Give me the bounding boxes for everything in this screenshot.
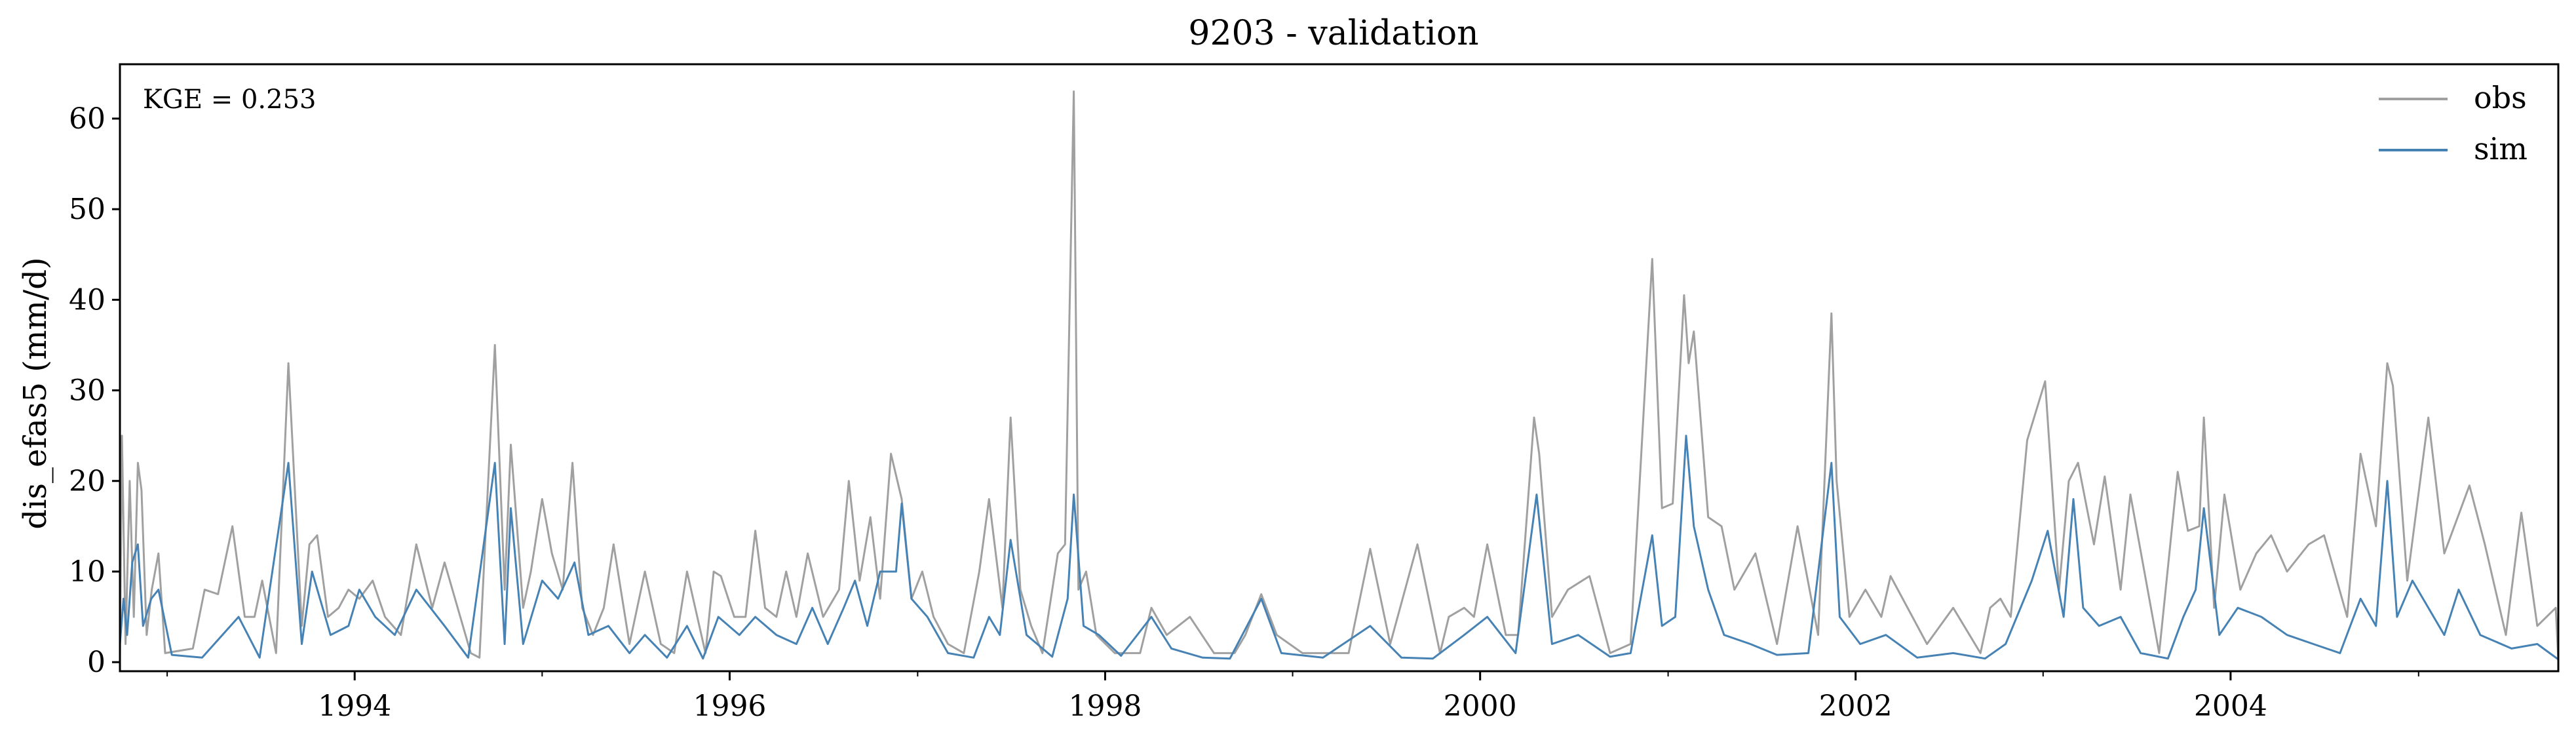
y-tick-label: 0 xyxy=(87,646,106,679)
x-tick-label: 1994 xyxy=(318,690,391,723)
legend-label-sim: sim xyxy=(2474,131,2528,166)
x-tick-label: 1998 xyxy=(1068,690,1142,723)
chart-title: 9203 - validation xyxy=(1188,14,1478,53)
x-tick-label: 2004 xyxy=(2194,690,2267,723)
y-tick-label: 20 xyxy=(69,465,106,498)
plot-frame xyxy=(119,63,2560,673)
kge-annotation: KGE = 0.253 xyxy=(143,85,317,115)
y-tick-label: 40 xyxy=(69,283,106,317)
y-tick-label: 30 xyxy=(69,374,106,408)
x-tick-label: 2000 xyxy=(1444,690,1517,723)
series-line-sim xyxy=(119,435,2559,661)
y-tick-label: 60 xyxy=(69,102,106,136)
legend-label-obs: obs xyxy=(2474,80,2527,115)
y-tick-label: 10 xyxy=(69,555,106,589)
x-axis: 1994 1996 1998 2000 2002 2004 xyxy=(166,671,2419,723)
series-layer xyxy=(119,90,2560,661)
x-tick-label: 2002 xyxy=(1819,690,1893,723)
legend: obs sim xyxy=(2379,80,2528,166)
y-axis-label: dis_efas5 (mm/d) xyxy=(17,257,54,529)
y-axis: 0 10 20 30 40 50 60 xyxy=(69,102,120,679)
series-line-obs xyxy=(119,90,2560,660)
x-tick-label: 1996 xyxy=(693,690,766,723)
y-tick-label: 50 xyxy=(69,193,106,226)
